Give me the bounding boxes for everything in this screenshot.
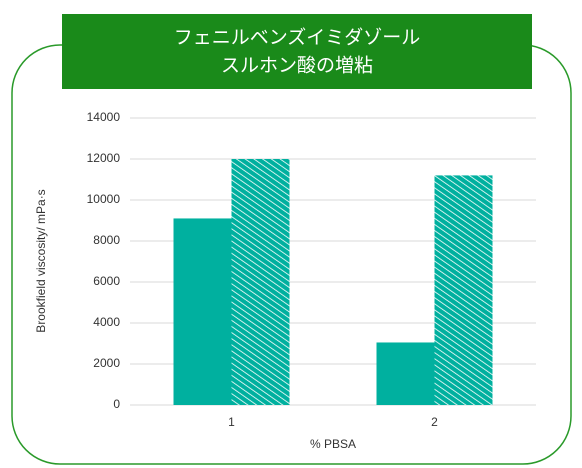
title-box [62, 14, 532, 89]
y-tick-label: 12000 [87, 151, 121, 165]
y-tick-label: 10000 [87, 192, 121, 206]
y-tick-label: 8000 [93, 233, 120, 247]
x-axis-label: % PBSA [310, 437, 356, 451]
bar [173, 218, 232, 405]
x-tick-label: 2 [431, 415, 438, 429]
y-tick-label: 0 [113, 397, 120, 411]
y-tick-label: 6000 [93, 274, 120, 288]
bar [231, 159, 290, 405]
bar [434, 175, 493, 405]
y-tick-label: 14000 [87, 110, 121, 124]
bar [376, 342, 435, 405]
chart-title: スルホン酸の増粘 [221, 55, 373, 77]
x-tick-label: 1 [228, 415, 235, 429]
y-tick-label: 4000 [93, 315, 120, 329]
chart-title: フェニルベンズイミダゾール [174, 27, 421, 49]
y-tick-label: 2000 [93, 356, 120, 370]
y-axis-label: Brookfield viscosity/ mPa·s [34, 189, 48, 332]
